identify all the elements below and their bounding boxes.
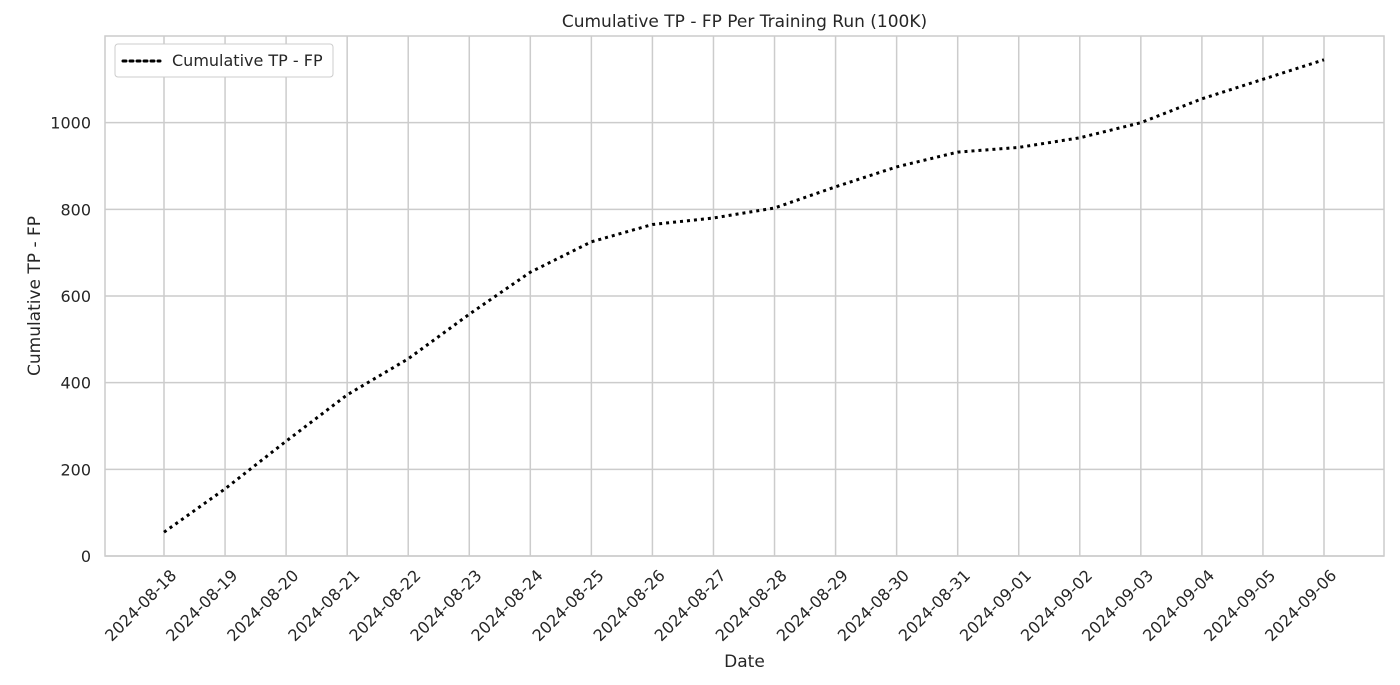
legend-box <box>114 43 334 78</box>
y-tick-label: 200 <box>60 460 91 479</box>
chart-title: Cumulative TP - FP Per Training Run (100… <box>562 12 927 32</box>
y-axis-ticks: 0 200 400 600 800 1000 <box>50 114 91 566</box>
y-axis-label: Cumulative TP - FP <box>25 216 45 376</box>
x-axis-ticks: 2024-08-182024-08-192024-08-202024-08-21… <box>101 566 1340 645</box>
legend: Cumulative TP - FP <box>114 43 334 78</box>
y-tick-label: 600 <box>60 287 91 306</box>
y-tick-label: 1000 <box>50 114 91 133</box>
y-tick-label: 400 <box>60 374 91 393</box>
y-tick-label: 800 <box>60 200 91 219</box>
y-tick-label: 0 <box>81 547 91 566</box>
plot-frame <box>104 35 1385 557</box>
legend-label: Cumulative TP - FP <box>172 51 323 70</box>
series-line <box>163 58 1325 534</box>
series-layer <box>163 58 1325 534</box>
grid-lines <box>105 36 1384 557</box>
x-axis-label: Date <box>724 652 765 672</box>
